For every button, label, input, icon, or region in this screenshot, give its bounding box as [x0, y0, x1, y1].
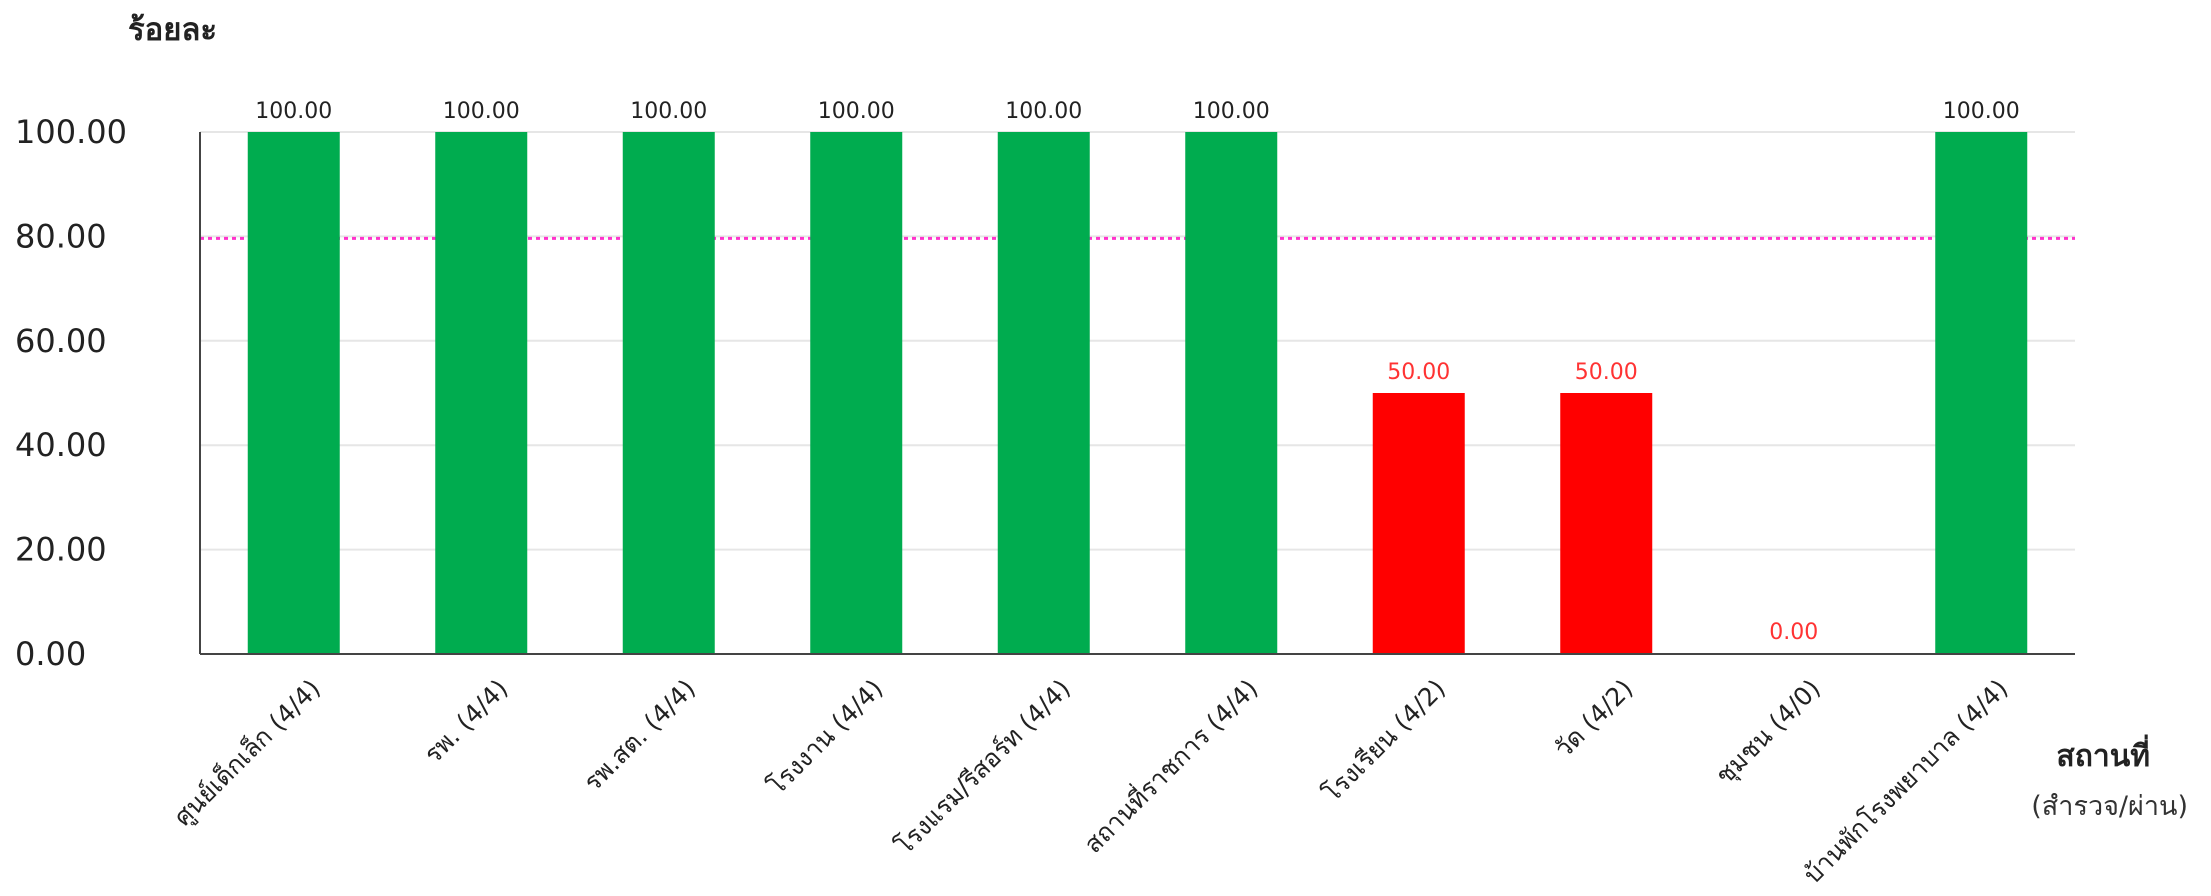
- x-axis-subtitle: (สำรวจ/ผ่าน): [2031, 791, 2188, 822]
- y-tick-label-5: 100.00: [15, 113, 127, 151]
- x-category-label-2: รพ.สต. (4/4): [578, 674, 701, 797]
- data-label-4: 100.00: [1005, 99, 1082, 124]
- bar-7: [1560, 393, 1653, 654]
- x-axis-title: สถานที่: [2056, 734, 2150, 774]
- y-tick-label-2: 40.00: [15, 426, 107, 464]
- bar-5: [1185, 132, 1278, 654]
- bar-1: [435, 132, 528, 654]
- y-tick-label-3: 60.00: [15, 322, 107, 360]
- x-category-label-6: โรงเรียน (4/2): [1317, 674, 1451, 808]
- data-label-3: 100.00: [818, 99, 895, 124]
- x-category-label-9: บ้านพักโรงพยาบาล (4/4): [1798, 674, 2014, 890]
- data-label-6: 50.00: [1387, 360, 1450, 385]
- bar-9: [1935, 132, 2028, 654]
- y-tick-label-1: 20.00: [15, 531, 107, 569]
- x-category-label-8: ชุมชน (4/0): [1710, 674, 1827, 791]
- x-category-label-0: ศูนย์เด็กเล็ก (4/4): [167, 673, 326, 832]
- bar-0: [247, 132, 340, 654]
- y-axis-title: ร้อยละ: [128, 12, 217, 48]
- data-label-8: 0.00: [1769, 620, 1818, 645]
- y-tick-label-0: 0.00: [15, 635, 86, 673]
- bar-2: [622, 132, 715, 654]
- data-label-7: 50.00: [1575, 360, 1638, 385]
- x-category-label-5: สถานที่ราชการ (4/4): [1076, 672, 1263, 859]
- data-labels: 100.00 100.00 100.00 100.00 100.00 100.00 50.0…: [255, 99, 2019, 645]
- y-tick-label-4: 80.00: [15, 217, 107, 255]
- bar-4: [997, 132, 1090, 654]
- data-label-9: 100.00: [1943, 99, 2020, 124]
- data-label-2: 100.00: [630, 99, 707, 124]
- x-category-label-3: โรงงาน (4/4): [762, 674, 889, 801]
- x-category-label-4: โรงแรม/รีสอร์ท (4/4): [889, 674, 1076, 861]
- data-label-0: 100.00: [255, 99, 332, 124]
- x-category-labels: ศูนย์เด็กเล็ก (4/4) รพ. (4/4) รพ.สต. (4/4)…: [167, 672, 2013, 890]
- data-label-1: 100.00: [443, 99, 520, 124]
- bar-6: [1372, 393, 1465, 654]
- x-category-label-7: วัด (4/2): [1549, 674, 1639, 764]
- bar-3: [810, 132, 903, 654]
- y-tick-labels: 0.00 20.00 40.00 60.00 80.00 100.00: [15, 113, 127, 673]
- data-label-5: 100.00: [1193, 99, 1270, 124]
- x-category-label-1: รพ. (4/4): [418, 674, 513, 769]
- bars: [247, 132, 2028, 654]
